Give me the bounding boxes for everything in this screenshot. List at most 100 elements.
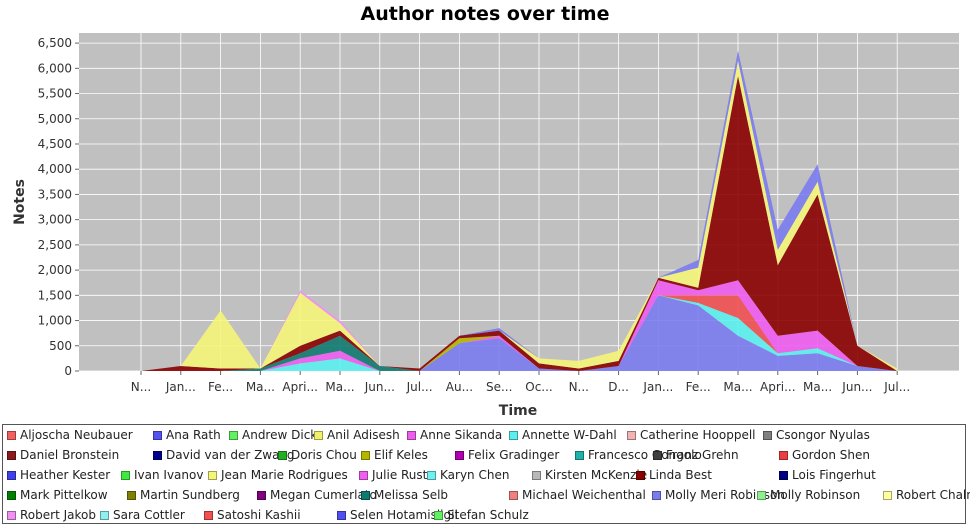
y-tick-label: 5,000 <box>38 112 72 126</box>
legend-swatch <box>757 490 766 500</box>
legend-item: Andrew Dick <box>229 428 317 442</box>
legend-swatch <box>7 510 16 520</box>
legend-label: Melissa Selb <box>374 488 449 502</box>
legend-item: Megan Cumerlato <box>257 488 377 502</box>
legend-item: David van der Zwaag <box>153 448 294 462</box>
x-tick-label: Fe... <box>208 380 233 394</box>
legend-swatch <box>509 430 518 440</box>
x-tick-label: Jul... <box>406 380 433 394</box>
legend-label: Csongor Nyulas <box>776 428 870 442</box>
legend-label: Karyn Chen <box>440 468 510 482</box>
legend-swatch <box>7 470 16 480</box>
legend-label: Andrew Dick <box>242 428 318 442</box>
legend-label: Franz Grehn <box>666 448 739 462</box>
y-tick-label: 6,000 <box>38 61 72 75</box>
area-chart: Author notes over time 0 500 1,000 1,500 2,0… <box>12 3 959 419</box>
legend-label: Michael Weichenthal <box>522 488 646 502</box>
legend-swatch <box>532 470 541 480</box>
legend-label: Anil Adisesh <box>327 428 400 442</box>
legend-label: Robert Jakob <box>20 508 96 522</box>
x-tick-label: Se... <box>486 380 512 394</box>
legend-label: Aljoscha Neubauer <box>20 428 133 442</box>
chart-title: Author notes over time <box>361 3 610 25</box>
legend-item: Satoshi Kashii <box>204 508 301 522</box>
x-tick-label: Jan... <box>642 380 673 394</box>
legend-item: Robert Chalmers <box>883 488 970 502</box>
x-tick-label: Jun... <box>841 380 872 394</box>
legend-item: Ana Rath <box>153 428 221 442</box>
legend-label: Kirsten McKenzie <box>545 468 648 482</box>
legend-swatch <box>100 510 109 520</box>
legend-swatch <box>434 510 443 520</box>
legend-item: Lois Fingerhut <box>779 468 876 482</box>
legend-label: Ivan Ivanov <box>134 468 204 482</box>
legend-item: Anil Adisesh <box>314 428 400 442</box>
y-tick-label: 3,500 <box>38 187 72 201</box>
x-tick-label: D... <box>608 380 629 394</box>
area-series-melissa-selb <box>141 280 898 371</box>
legend-swatch <box>153 430 162 440</box>
legend-item: Martin Sundberg <box>127 488 240 502</box>
legend-label: Anne Sikanda <box>420 428 503 442</box>
y-axis: 0 500 1,000 1,500 2,000 2,500 3,000 3,500 4,000 4… <box>38 36 79 378</box>
legend-swatch <box>7 430 16 440</box>
x-tick-label: Oc... <box>525 380 553 394</box>
legend-item: Julie Rust <box>359 468 427 482</box>
legend-swatch <box>208 470 217 480</box>
legend-label: David van der Zwaag <box>166 448 295 462</box>
x-tick-label: N... <box>131 380 151 394</box>
legend-swatch <box>509 490 518 500</box>
legend-label: Felix Gradinger <box>468 448 560 462</box>
x-tick-label: Apri... <box>760 380 796 394</box>
legend-label: Molly Robinson <box>770 488 861 502</box>
legend-label: Martin Sundberg <box>140 488 240 502</box>
legend-swatch <box>407 430 416 440</box>
y-tick-label: 2,500 <box>38 238 72 252</box>
legend-item: Molly Meri Robinson <box>652 488 785 502</box>
x-tick-label: Ma... <box>246 380 275 394</box>
y-tick-label: 4,500 <box>38 137 72 151</box>
legend-label: Molly Meri Robinson <box>665 488 785 502</box>
legend-swatch <box>121 470 130 480</box>
legend-item: Daniel Bronstein <box>7 448 119 462</box>
legend-item: Mark Pittelkow <box>7 488 108 502</box>
y-tick-label: 2,000 <box>38 263 72 277</box>
legend-label: Selen Hotamisligil <box>350 508 458 522</box>
legend-label: Gordon Shen <box>792 448 870 462</box>
chart-legend: Aljoscha Neubauer Ana Rath Andrew Dick Anil… <box>2 424 970 524</box>
legend-swatch <box>359 470 368 480</box>
x-tick-label: Jan... <box>165 380 196 394</box>
x-tick-label: Au... <box>446 380 473 394</box>
legend-swatch <box>361 490 370 500</box>
legend-swatch <box>763 430 772 440</box>
area-series-linda-best <box>141 75 898 372</box>
legend-label: Sara Cottler <box>113 508 185 522</box>
legend-swatch <box>575 450 584 460</box>
legend-swatch <box>314 430 323 440</box>
legend-swatch <box>455 450 464 460</box>
legend-label: Francesco Gongolo <box>588 448 702 462</box>
legend-item: Michael Weichenthal <box>509 488 646 502</box>
legend-item: Karyn Chen <box>427 468 509 482</box>
y-tick-label: 0 <box>64 364 72 378</box>
legend-item: Stefan Schulz <box>434 508 529 522</box>
legend-item: Molly Robinson <box>757 488 860 502</box>
legend-item: Linda Best <box>636 468 712 482</box>
y-tick-label: 500 <box>49 339 72 353</box>
legend-item: Ivan Ivanov <box>121 468 203 482</box>
legend-swatch <box>636 470 645 480</box>
legend-label: Elif Keles <box>374 448 428 462</box>
legend-swatch <box>229 430 238 440</box>
legend-swatch <box>627 430 636 440</box>
x-axis: N... Jan... Fe... Ma... Apri... Ma... Jun... Ju… <box>131 371 910 394</box>
legend-label: Doris Chou <box>291 448 357 462</box>
legend-label: Ana Rath <box>166 428 221 442</box>
y-axis-label: Notes <box>12 179 28 225</box>
legend-swatch <box>204 510 213 520</box>
legend-swatch <box>779 470 788 480</box>
legend-label: Mark Pittelkow <box>20 488 108 502</box>
legend-item: Francesco Gongolo <box>575 448 702 462</box>
area-series-molly-meri-robinson <box>141 295 898 371</box>
legend-item: Annette W-Dahl <box>509 428 617 442</box>
area-series-anne-sikanda <box>141 280 898 371</box>
